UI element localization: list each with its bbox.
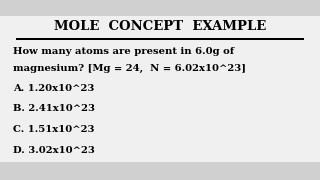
Text: MOLE  CONCEPT  EXAMPLE: MOLE CONCEPT EXAMPLE bbox=[54, 20, 266, 33]
Text: B. 2.41x10^23: B. 2.41x10^23 bbox=[13, 104, 95, 113]
Text: A. 1.20x10^23: A. 1.20x10^23 bbox=[13, 84, 94, 93]
Text: magnesium? [Mg = 24,  N = 6.02x10^23]: magnesium? [Mg = 24, N = 6.02x10^23] bbox=[13, 64, 246, 73]
Text: D. 3.02x10^23: D. 3.02x10^23 bbox=[13, 146, 95, 155]
Text: C. 1.51x10^23: C. 1.51x10^23 bbox=[13, 125, 94, 134]
Text: How many atoms are present in 6.0g of: How many atoms are present in 6.0g of bbox=[13, 47, 234, 56]
FancyBboxPatch shape bbox=[0, 0, 320, 16]
FancyBboxPatch shape bbox=[0, 162, 320, 180]
FancyBboxPatch shape bbox=[16, 38, 304, 40]
